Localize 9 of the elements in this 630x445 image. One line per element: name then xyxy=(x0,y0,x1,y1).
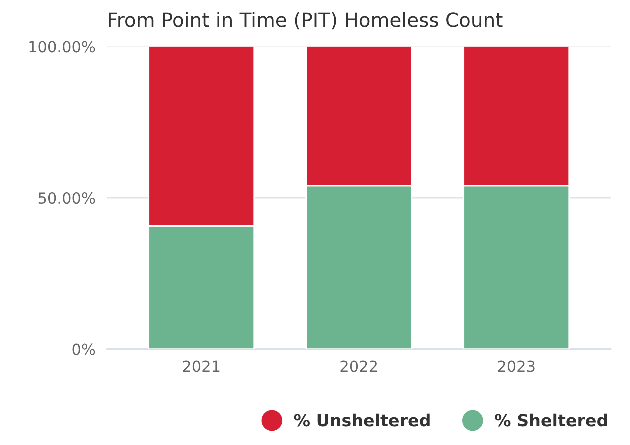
chart-title: From Point in Time (PIT) Homeless Count xyxy=(109,12,503,30)
x-tick-label: 2021 xyxy=(183,360,220,372)
y-tick-label: 0% xyxy=(72,344,96,356)
x-tick-label: 2023 xyxy=(498,360,535,372)
y-tick-label: 50.00% xyxy=(38,192,96,204)
x-tick-label: 2022 xyxy=(340,360,378,372)
y-tick-label: 100.00% xyxy=(30,41,96,53)
legend-label: % Sheltered xyxy=(495,414,608,427)
legend-label: % Unsheltered xyxy=(294,414,430,427)
